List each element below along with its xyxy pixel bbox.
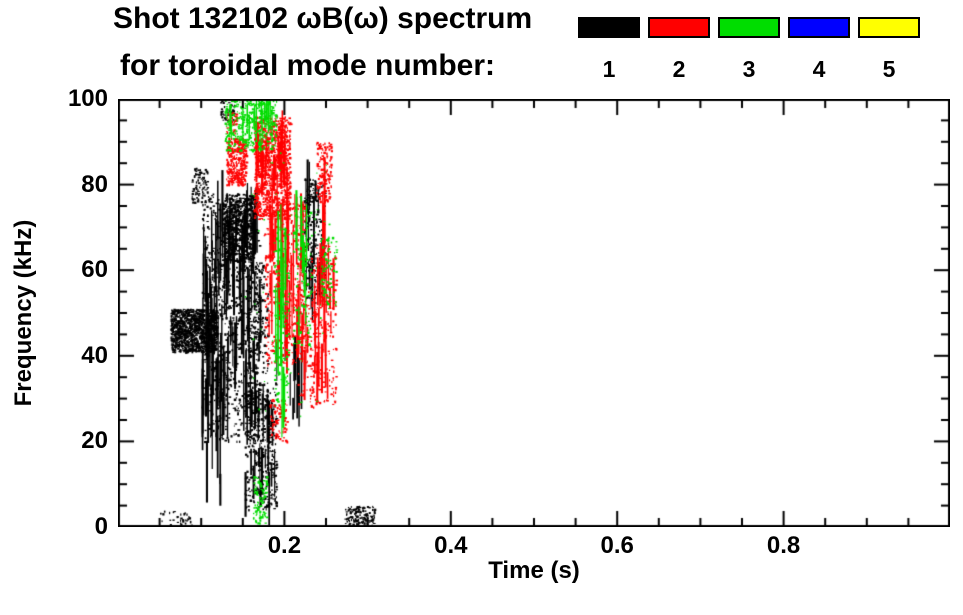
y-tick-label: 20 xyxy=(81,427,108,455)
legend-label-mode-3: 3 xyxy=(742,56,756,82)
legend-label-mode-4: 4 xyxy=(812,56,826,82)
y-tick-label: 40 xyxy=(81,341,108,369)
y-tick-label: 80 xyxy=(81,170,108,198)
y-axis-label: Frequency (kHz) xyxy=(10,219,37,407)
x-tick-label: 0.4 xyxy=(434,532,468,559)
legend-swatch-mode-3 xyxy=(718,17,780,38)
legend-swatches xyxy=(578,17,920,38)
legend-swatch-mode-4 xyxy=(788,17,850,38)
legend-swatch-mode-5 xyxy=(858,17,920,38)
legend-label-mode-2: 2 xyxy=(672,56,686,82)
x-tick-label: 0.8 xyxy=(766,532,801,559)
legend-swatch-mode-1 xyxy=(578,17,640,38)
plot-canvas xyxy=(118,99,950,527)
plot-area xyxy=(118,99,950,527)
y-tick-label: 60 xyxy=(81,256,108,284)
y-tick-label: 100 xyxy=(67,85,108,112)
legend-label-mode-1: 1 xyxy=(602,56,616,82)
x-tick-label: 0.6 xyxy=(600,532,634,559)
x-axis-label: Time (s) xyxy=(488,557,580,584)
chart-subtitle: for toroidal mode number: xyxy=(120,49,495,82)
x-tick-label: 0.2 xyxy=(267,532,302,559)
chart-title: Shot 132102 ωB(ω) spectrum xyxy=(113,2,533,35)
legend-labels: 1 2 3 4 5 xyxy=(578,56,920,83)
legend-swatch-mode-2 xyxy=(648,17,710,38)
legend-label-mode-5: 5 xyxy=(882,56,896,82)
y-tick-label: 0 xyxy=(94,513,108,540)
